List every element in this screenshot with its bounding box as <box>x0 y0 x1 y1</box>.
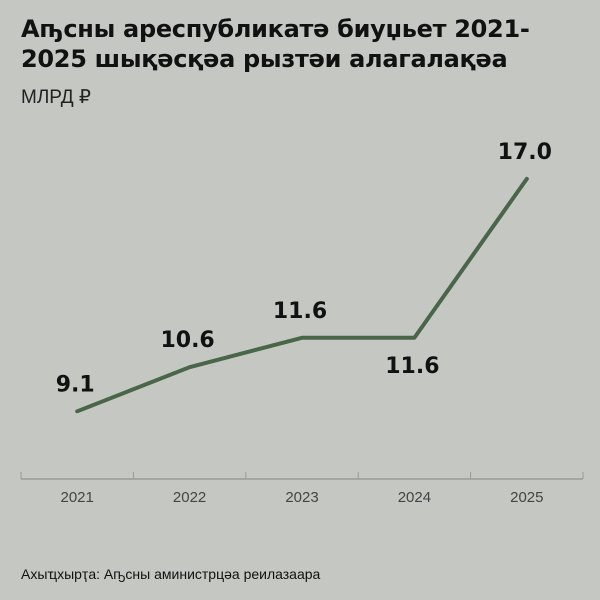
x-tick-label: 2022 <box>173 489 206 506</box>
chart-title: Аҧсны ареспубликатә биуџьет 2021-2025 шы… <box>21 15 530 73</box>
data-label: 9.1 <box>56 372 95 397</box>
data-label: 11.6 <box>273 299 327 324</box>
source-note: Ахыҵхырҭа: Аҧсны аминистрцәа реилазаара <box>21 566 321 582</box>
x-tick-label: 2024 <box>398 489 431 506</box>
x-tick-label: 2023 <box>285 489 318 506</box>
data-label: 10.6 <box>160 328 214 353</box>
data-label: 17.0 <box>498 140 552 165</box>
data-label: 11.6 <box>385 354 439 379</box>
x-tick-label: 2021 <box>61 489 94 506</box>
x-tick-label: 2025 <box>510 489 543 506</box>
series-line <box>75 176 529 414</box>
unit-label: МЛРД ₽ <box>21 87 91 108</box>
